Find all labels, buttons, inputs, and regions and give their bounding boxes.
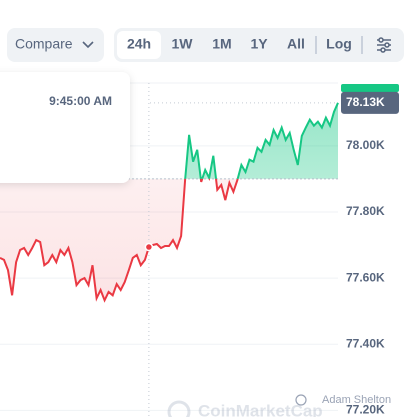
plot-area: 77.20K 77.40K 77.60K 77.80K 78.00K 78.13K	[0, 82, 399, 417]
range-buttons: 24h 1W 1M 1Y All	[127, 36, 305, 52]
range-button[interactable]: 24h	[127, 36, 151, 52]
price-line-below	[0, 178, 239, 303]
last-price-flag	[341, 84, 399, 92]
range-button[interactable]: 1M	[212, 36, 231, 52]
settings-icon[interactable]	[377, 37, 391, 53]
range-button[interactable]: 1W	[172, 36, 194, 52]
y-tick-label: 77.80K	[346, 204, 385, 218]
tooltip-time: 9:45:00 AM	[49, 94, 112, 108]
watermark-author: Adam Shelton	[322, 394, 391, 406]
area-below	[0, 178, 338, 301]
hover-point	[144, 242, 154, 252]
area-above	[185, 102, 338, 179]
last-price-label: 78.13K	[346, 95, 385, 109]
range-selected	[117, 31, 161, 59]
tooltip-card	[0, 72, 130, 183]
y-tick-label: 77.40K	[346, 336, 385, 350]
log-button[interactable]: Log	[326, 36, 352, 52]
last-price-tag	[341, 91, 399, 114]
y-tick-label: 78.00K	[346, 138, 385, 152]
range-button[interactable]: All	[287, 36, 305, 52]
watermark-brand: CoinMarketCap	[198, 401, 323, 417]
chevron-icon	[82, 41, 94, 49]
range-group	[114, 28, 404, 62]
watermark: CoinMarketCap	[167, 400, 323, 417]
y-tick-label: 77.60K	[346, 270, 385, 284]
compare-button[interactable]	[7, 28, 104, 62]
price-line-above	[184, 102, 339, 179]
compare-label: Compare	[15, 36, 73, 52]
author-icon	[295, 394, 307, 406]
y-tick-label: 77.20K	[346, 403, 385, 417]
range-button[interactable]: 1Y	[250, 36, 268, 52]
